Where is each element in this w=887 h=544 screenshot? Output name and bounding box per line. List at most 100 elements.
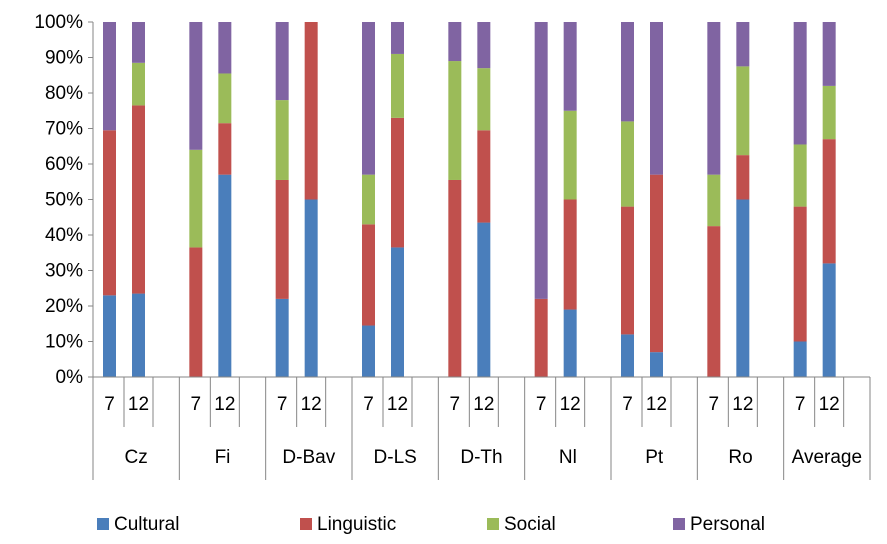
bar-personal-fi-7	[189, 22, 203, 150]
bar-cultural-cz-12	[132, 293, 145, 377]
bar-personal-cz-12	[132, 22, 145, 63]
grade-label-average-7: 7	[795, 394, 806, 415]
bar-social-fi-7	[189, 149, 203, 248]
bar-linguistic-d-ls-7	[362, 224, 375, 326]
group-label-d-ls: D-LS	[374, 447, 417, 468]
bar-cultural-average-7	[793, 341, 807, 377]
grade-label-nl-12: 12	[560, 394, 581, 415]
bar-cultural-average-12	[822, 263, 836, 377]
bar-linguistic-ro-12	[736, 155, 750, 200]
bar-cultural-d-bav-7	[275, 298, 289, 377]
bar-linguistic-cz-12	[132, 105, 145, 294]
bar-cultural-pt-12	[650, 352, 663, 377]
grade-label-average-12: 12	[819, 394, 840, 415]
bar-personal-d-th-7	[448, 22, 462, 62]
bar-cultural-ro-12	[736, 199, 750, 377]
grade-label-pt-7: 7	[622, 394, 633, 415]
grade-label-nl-7: 7	[536, 394, 547, 415]
bar-linguistic-fi-12	[218, 123, 232, 175]
legend-label-personal: Personal	[690, 514, 765, 535]
bar-social-d-th-12	[477, 68, 491, 131]
group-label-d-bav: D-Bav	[282, 447, 335, 468]
bar-personal-cz-7	[103, 22, 116, 131]
bar-linguistic-average-12	[822, 139, 836, 264]
bar-personal-d-ls-12	[391, 22, 404, 54]
bar-personal-d-bav-7	[275, 22, 289, 101]
y-tick-label: 80%	[45, 83, 83, 104]
bar-cultural-d-th-12	[477, 222, 491, 377]
group-label-fi: Fi	[215, 447, 231, 468]
bar-linguistic-nl-7	[534, 298, 548, 377]
bar-social-average-12	[822, 85, 836, 140]
bar-linguistic-d-bav-7	[275, 179, 289, 299]
bar-personal-ro-12	[736, 22, 750, 67]
legend-swatch-cultural	[97, 518, 109, 530]
grade-label-pt-12: 12	[646, 394, 667, 415]
y-tick-label: 70%	[45, 119, 83, 140]
y-tick-label: 60%	[45, 154, 83, 175]
bar-personal-average-7	[793, 22, 807, 145]
bar-social-d-ls-7	[362, 174, 375, 225]
grade-label-d-bav-7: 7	[277, 394, 288, 415]
legend-swatch-social	[487, 518, 499, 530]
grade-label-fi-12: 12	[214, 394, 235, 415]
bar-personal-nl-12	[563, 22, 577, 111]
bar-linguistic-nl-12	[563, 199, 577, 310]
bar-linguistic-pt-7	[621, 206, 634, 335]
bar-cultural-d-ls-12	[391, 247, 404, 377]
y-tick-label: 10%	[45, 332, 83, 353]
bar-personal-nl-7	[534, 22, 548, 299]
bar-cultural-pt-7	[621, 334, 634, 377]
bar-personal-pt-7	[621, 22, 634, 122]
bar-social-nl-12	[563, 110, 577, 200]
grade-label-cz-12: 12	[128, 394, 149, 415]
grade-label-d-bav-12: 12	[301, 394, 322, 415]
group-label-nl: Nl	[559, 447, 577, 468]
bar-personal-d-th-12	[477, 22, 491, 69]
bar-cultural-d-bav-12	[304, 199, 318, 377]
bars-layer	[103, 22, 836, 377]
y-tick-label: 0%	[56, 367, 84, 388]
bar-linguistic-fi-7	[189, 247, 203, 377]
grade-label-d-ls-12: 12	[387, 394, 408, 415]
y-tick-label: 100%	[34, 12, 83, 33]
grade-label-fi-7: 7	[191, 394, 202, 415]
bar-linguistic-cz-7	[103, 130, 116, 296]
bar-cultural-d-ls-7	[362, 325, 375, 377]
bar-social-average-7	[793, 144, 807, 207]
bar-social-d-bav-7	[275, 100, 289, 180]
legend-label-cultural: Cultural	[114, 514, 179, 535]
legend: Cultural Linguistic Social Personal	[97, 514, 765, 535]
bar-linguistic-average-7	[793, 206, 807, 342]
bar-social-pt-7	[621, 121, 634, 207]
group-label-ro: Ro	[728, 447, 752, 468]
grade-label-d-th-7: 7	[450, 394, 461, 415]
y-tick-label: 90%	[45, 48, 83, 69]
group-label-d-th: D-Th	[460, 447, 502, 468]
bar-cultural-nl-12	[563, 309, 577, 377]
bar-social-d-ls-12	[391, 53, 404, 118]
bar-social-cz-12	[132, 62, 145, 106]
bar-linguistic-ro-7	[707, 226, 721, 377]
grade-label-d-ls-7: 7	[363, 394, 374, 415]
y-tick-label: 20%	[45, 296, 83, 317]
bar-personal-average-12	[822, 22, 836, 86]
group-label-average: Average	[792, 447, 862, 468]
bar-cultural-fi-12	[218, 174, 232, 377]
bar-linguistic-d-th-7	[448, 179, 462, 377]
bar-personal-ro-7	[707, 22, 721, 175]
y-tick-label: 50%	[45, 190, 83, 211]
bar-cultural-cz-7	[103, 295, 116, 377]
legend-swatch-linguistic	[300, 518, 312, 530]
legend-label-linguistic: Linguistic	[317, 514, 396, 535]
bar-linguistic-d-th-12	[477, 130, 491, 223]
group-label-cz: Cz	[125, 447, 148, 468]
legend-label-social: Social	[504, 514, 556, 535]
bar-social-d-th-7	[448, 61, 462, 180]
bar-social-fi-12	[218, 73, 232, 124]
grade-label-d-th-12: 12	[473, 394, 494, 415]
y-tick-label: 30%	[45, 261, 83, 282]
group-label-pt: Pt	[645, 447, 664, 468]
bar-linguistic-pt-12	[650, 174, 663, 353]
